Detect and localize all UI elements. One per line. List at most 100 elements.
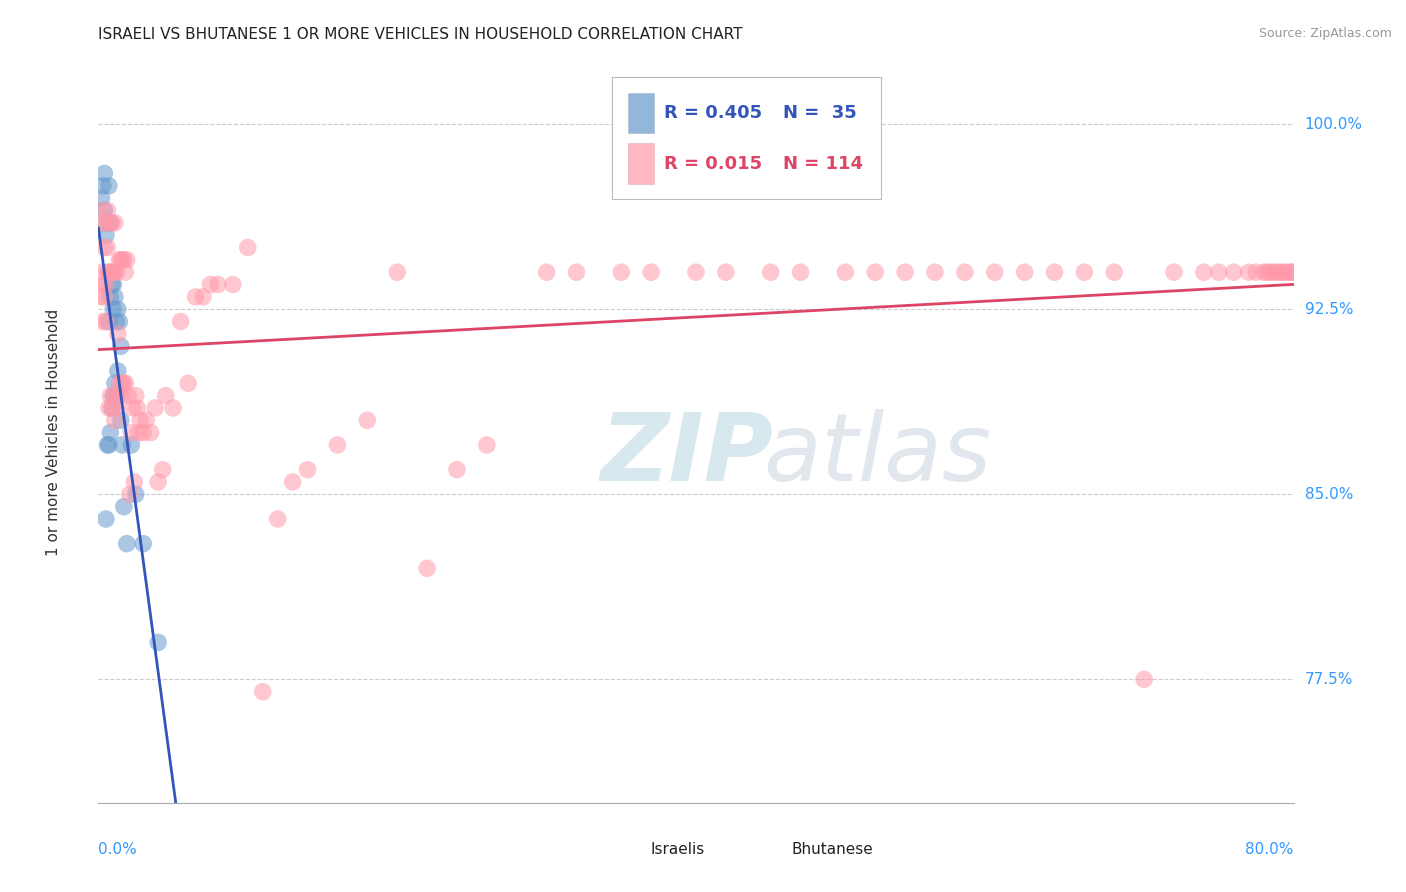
Point — [94, 228, 117, 243]
Point — [91, 277, 114, 292]
Point — [759, 265, 782, 279]
Point — [104, 413, 127, 427]
Point — [1261, 265, 1284, 279]
Point — [118, 487, 141, 501]
Point — [132, 536, 155, 550]
Point — [107, 326, 129, 341]
Point — [97, 178, 120, 193]
Point — [91, 178, 114, 193]
Point — [1267, 265, 1289, 279]
Point — [120, 425, 142, 440]
Text: N = 114: N = 114 — [783, 154, 863, 172]
Point — [1256, 265, 1278, 279]
Point — [152, 462, 174, 476]
Point — [89, 290, 111, 304]
Point — [103, 302, 125, 317]
Point — [107, 364, 129, 378]
Point — [610, 265, 633, 279]
Point — [127, 401, 149, 415]
Point — [103, 277, 125, 292]
Point — [135, 413, 157, 427]
Point — [128, 425, 150, 440]
Point — [1282, 265, 1305, 279]
Text: 100.0%: 100.0% — [1305, 117, 1362, 132]
FancyBboxPatch shape — [628, 93, 654, 134]
FancyBboxPatch shape — [613, 78, 882, 200]
Point — [640, 265, 662, 279]
Point — [96, 203, 118, 218]
Point — [789, 265, 811, 279]
Point — [108, 376, 131, 391]
Point — [105, 265, 128, 279]
Point — [107, 388, 129, 402]
Point — [96, 265, 118, 279]
Point — [112, 252, 135, 267]
Point — [162, 401, 184, 415]
Point — [103, 388, 125, 402]
Point — [1282, 265, 1305, 279]
Point — [1258, 265, 1281, 279]
Point — [155, 388, 177, 402]
Point — [252, 684, 274, 698]
Point — [101, 277, 124, 292]
Text: N =  35: N = 35 — [783, 104, 858, 122]
Point — [1163, 265, 1185, 279]
Point — [111, 252, 134, 267]
Point — [108, 314, 131, 328]
Point — [1043, 265, 1066, 279]
Point — [112, 376, 135, 391]
Text: ISRAELI VS BHUTANESE 1 OR MORE VEHICLES IN HOUSEHOLD CORRELATION CHART: ISRAELI VS BHUTANESE 1 OR MORE VEHICLES … — [98, 27, 742, 42]
Point — [104, 376, 127, 391]
FancyBboxPatch shape — [628, 144, 654, 184]
Text: R = 0.015: R = 0.015 — [664, 154, 762, 172]
Point — [93, 290, 115, 304]
Point — [90, 265, 112, 279]
Point — [1253, 265, 1275, 279]
Point — [1133, 673, 1156, 687]
Point — [834, 265, 856, 279]
Text: atlas: atlas — [763, 409, 991, 500]
Point — [281, 475, 304, 489]
Point — [536, 265, 558, 279]
Point — [97, 401, 120, 415]
Point — [103, 388, 125, 402]
Point — [236, 240, 259, 254]
Point — [356, 413, 378, 427]
Point — [714, 265, 737, 279]
Point — [1192, 265, 1215, 279]
Point — [1279, 265, 1302, 279]
Point — [97, 314, 120, 328]
Point — [143, 401, 166, 415]
Point — [98, 216, 122, 230]
Point — [148, 635, 170, 649]
Point — [129, 413, 152, 427]
Point — [98, 216, 122, 230]
Point — [112, 500, 135, 514]
Point — [104, 290, 127, 304]
Point — [98, 388, 122, 402]
Point — [894, 265, 917, 279]
Point — [184, 290, 207, 304]
Point — [1277, 265, 1299, 279]
Point — [103, 265, 125, 279]
Point — [1073, 265, 1095, 279]
Point — [1237, 265, 1260, 279]
Point — [207, 277, 229, 292]
Point — [101, 401, 124, 415]
Point — [297, 462, 319, 476]
Point — [953, 265, 976, 279]
Point — [93, 166, 115, 180]
Point — [924, 265, 946, 279]
Point — [104, 265, 127, 279]
Point — [110, 252, 132, 267]
Text: Israelis: Israelis — [651, 842, 706, 856]
Point — [101, 265, 124, 279]
Point — [222, 277, 245, 292]
Point — [96, 240, 118, 254]
Point — [101, 216, 124, 230]
Point — [114, 265, 136, 279]
Point — [110, 388, 132, 402]
Point — [865, 265, 887, 279]
Text: Bhutanese: Bhutanese — [792, 842, 873, 856]
Point — [94, 216, 117, 230]
